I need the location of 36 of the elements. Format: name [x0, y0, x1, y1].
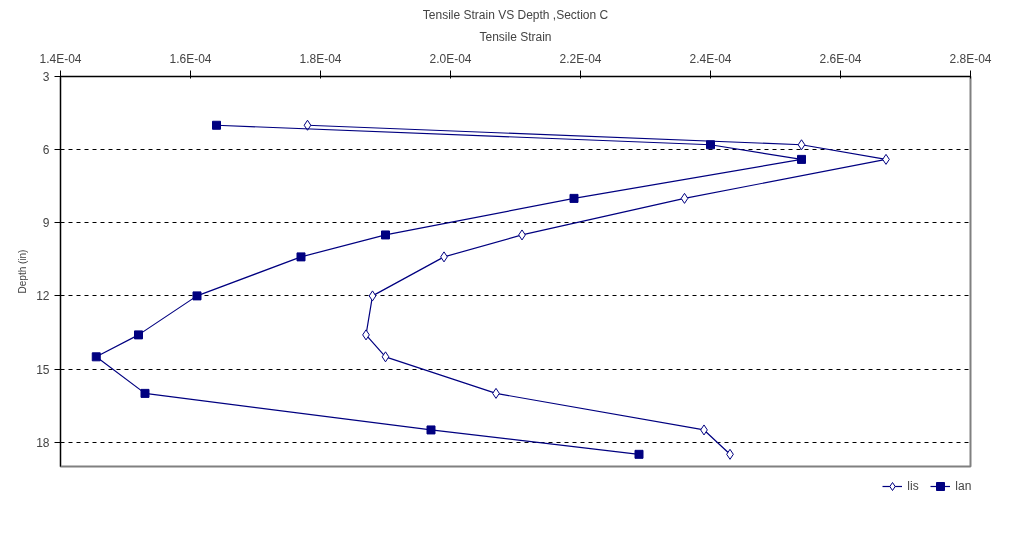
y-tick-label: 18 — [36, 435, 50, 450]
point — [706, 140, 715, 150]
point — [797, 139, 806, 151]
point — [91, 352, 101, 362]
point — [797, 154, 806, 164]
point — [192, 291, 202, 301]
x-tick-label: 2.4E-04 — [689, 51, 732, 66]
legend-label: lan — [955, 479, 973, 493]
point — [303, 119, 312, 131]
point — [426, 425, 436, 435]
y-tick-label: 6 — [42, 143, 50, 158]
point — [381, 230, 390, 240]
x-tick-label: 2.2E-04 — [559, 51, 602, 66]
point — [634, 449, 644, 459]
legend-label: lis — [907, 479, 920, 493]
point — [368, 290, 377, 302]
x-tick-label: 1.4E-04 — [39, 51, 82, 66]
x-tick-label: 2.6E-04 — [819, 51, 862, 66]
point — [140, 388, 150, 398]
x-tick-label: 1.6E-04 — [169, 51, 212, 66]
x-tick-label: 2.8E-04 — [949, 51, 992, 66]
point — [134, 330, 143, 340]
x-axis-title: Tensile Strain — [479, 29, 552, 44]
point — [296, 252, 306, 262]
x-tick-label: 1.8E-04 — [299, 51, 342, 66]
y-tick-label: 12 — [36, 289, 50, 304]
point — [680, 192, 689, 204]
y-tick-label: 15 — [36, 362, 50, 377]
x-tick-label: 2.0E-04 — [429, 51, 472, 66]
point — [212, 120, 221, 130]
y-tick-label: 9 — [42, 216, 50, 231]
point — [381, 351, 390, 363]
y-axis-title: Depth (in) — [17, 249, 29, 294]
point — [569, 193, 579, 203]
y-tick-label: 3 — [42, 70, 50, 84]
chart-title: Tensile Strain VS Depth ,Section C — [422, 7, 609, 22]
